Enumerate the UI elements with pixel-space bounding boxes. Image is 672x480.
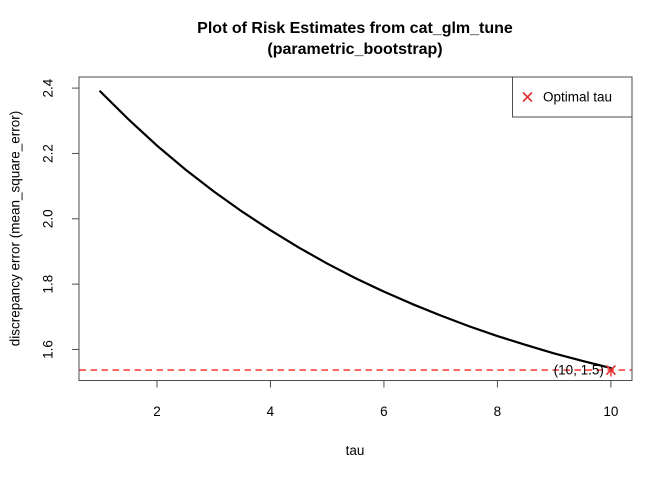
legend-frame [512, 76, 633, 118]
plot-title-line1: Plot of Risk Estimates from cat_glm_tune [197, 20, 513, 37]
legend-box: Optimal tau [512, 76, 633, 118]
y-axis: 1.6 1.8 2.0 2.2 2.4 [41, 78, 79, 359]
plot-title-line2: (parametric_bootstrap) [267, 41, 442, 58]
y-tick-label: 1.6 [41, 340, 56, 359]
optimal-point-marker [605, 364, 616, 376]
x-axis-label: tau [346, 443, 365, 458]
optimal-point-label: (10, 1.5) [554, 363, 604, 378]
x-tick-label: 6 [380, 404, 388, 419]
x-tick-label: 10 [603, 404, 618, 419]
risk-curve-line [99, 90, 612, 370]
x-marker-icon [522, 91, 533, 103]
y-axis-label: discrepancy error (mean_square_error) [8, 111, 23, 347]
x-tick-label: 8 [494, 404, 502, 419]
y-tick-label: 2.0 [41, 209, 56, 228]
x-axis: 2 4 6 8 10 [153, 380, 618, 419]
legend-entry-label: Optimal tau [543, 90, 612, 105]
y-tick-label: 2.4 [41, 78, 56, 97]
x-tick-label: 4 [267, 404, 275, 419]
risk-curve [99, 90, 612, 370]
y-tick-label: 2.2 [41, 144, 56, 163]
y-tick-label: 1.8 [41, 275, 56, 294]
optimal-reference-lines [79, 369, 632, 381]
plot-frame [78, 76, 633, 381]
x-tick-label: 2 [153, 404, 161, 419]
x-marker-icon [605, 364, 616, 376]
